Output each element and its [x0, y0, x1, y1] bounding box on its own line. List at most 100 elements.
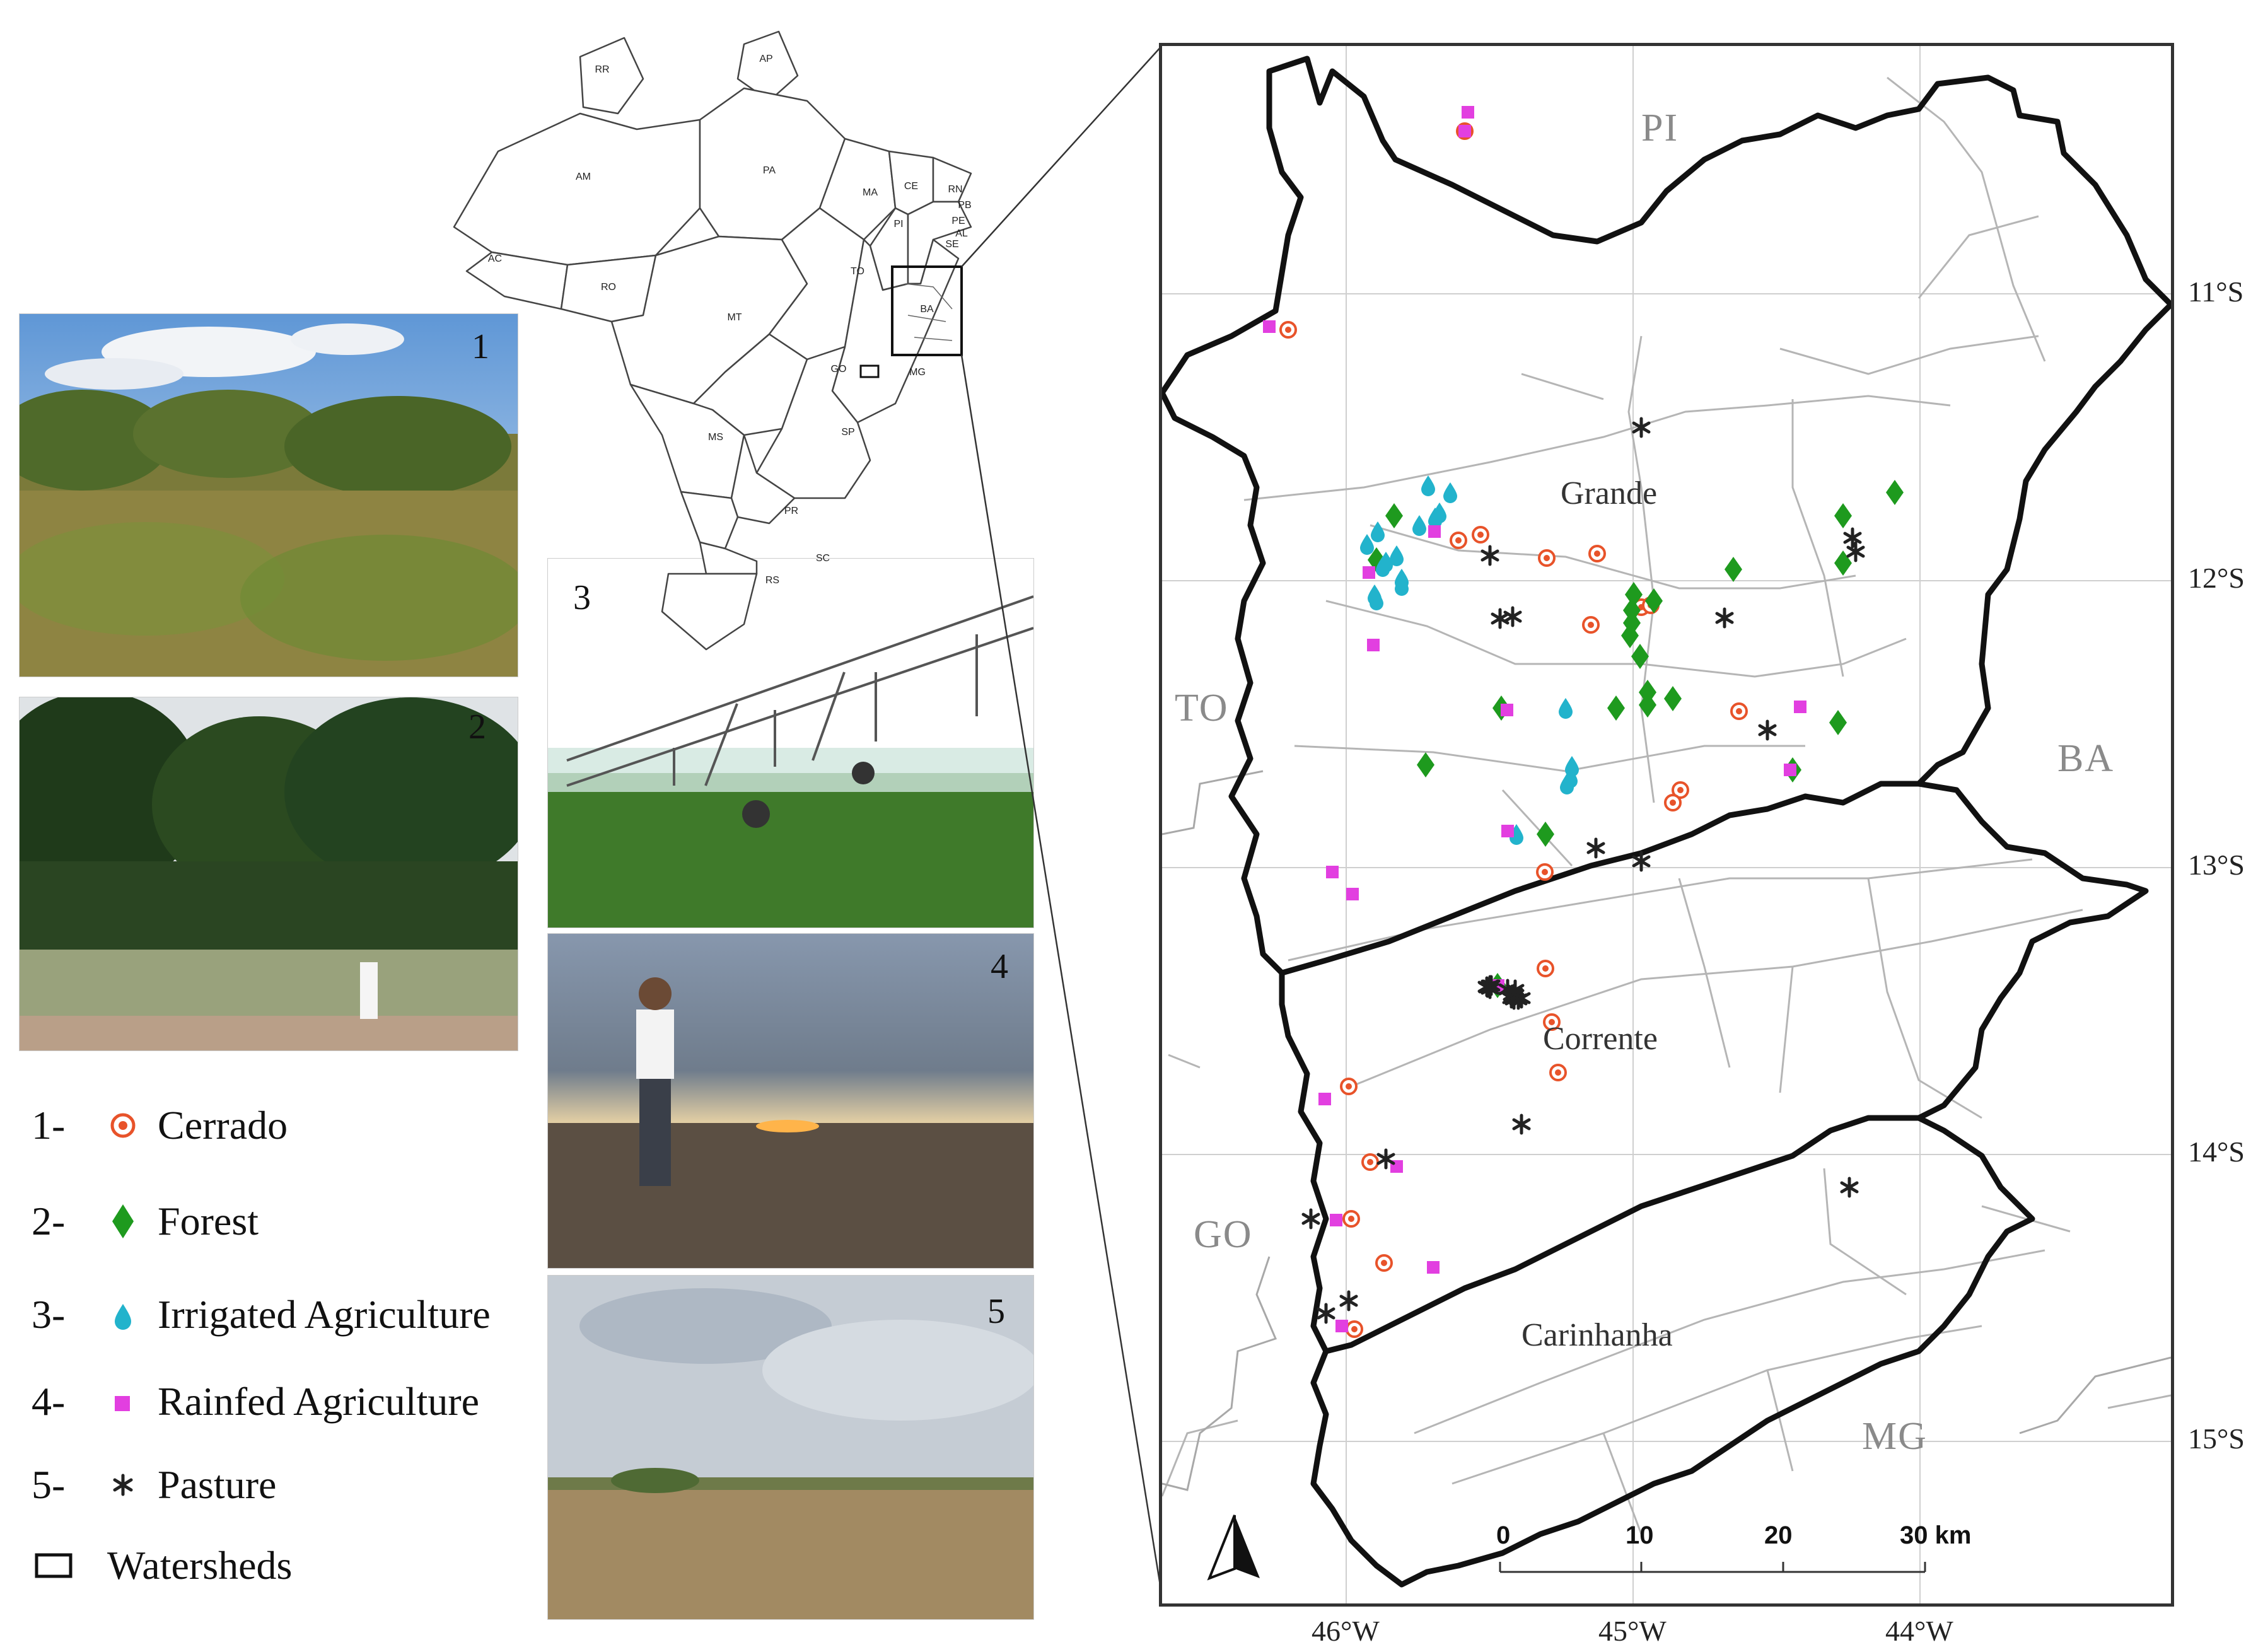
- rainfed-point: [1346, 888, 1359, 900]
- state-label-pe: PE: [951, 216, 965, 226]
- basin-label-grande: Grande: [1561, 475, 1658, 511]
- pasture-point: [1503, 606, 1522, 627]
- state-label-ba: BA: [2057, 737, 2115, 780]
- pasture-point: [1632, 851, 1651, 872]
- cerrado-point-center: [1549, 1019, 1555, 1025]
- state-label-pi: PI: [893, 219, 903, 230]
- state-label-rn: RN: [948, 184, 962, 195]
- legend-number: 4-: [32, 1379, 66, 1424]
- graticule: [1162, 46, 2171, 1603]
- forest-point: [1639, 692, 1656, 718]
- pasture-point: [1632, 417, 1651, 438]
- legend-item-irrigated-agriculture: 3- Irrigated Agriculture: [32, 1280, 491, 1349]
- state-label-sp: SP: [841, 427, 854, 438]
- latitude-label: 14°S: [2188, 1136, 2245, 1168]
- longitude-label: 46°W: [1312, 1615, 1380, 1647]
- rainfed-point: [1458, 125, 1471, 137]
- legend-number: 1-: [32, 1103, 66, 1148]
- forest-point: [1625, 582, 1643, 607]
- photo-number: 1: [472, 327, 489, 366]
- photo-forest: 2: [19, 697, 518, 1051]
- basin-label-corrente: Corrente: [1543, 1021, 1658, 1057]
- latitude-label: 12°S: [2188, 562, 2245, 594]
- state-label-ap: AP: [759, 54, 772, 64]
- cerrado-point-center: [1542, 965, 1549, 972]
- pasture-point: [1498, 979, 1517, 1000]
- rainfed-point: [1326, 866, 1339, 878]
- irrigated-point: [1433, 503, 1446, 523]
- pasture-point: [1376, 1148, 1395, 1170]
- legend-label: Irrigated Agriculture: [158, 1292, 491, 1337]
- watershed-boundaries: [1162, 55, 2171, 1588]
- north-arrow-icon: [1207, 1515, 1260, 1581]
- sub-boundaries: [1162, 76, 2171, 1535]
- state-label-sc: SC: [816, 553, 830, 564]
- state-label-pb: PB: [958, 200, 971, 211]
- state-label-go: GO: [831, 364, 847, 375]
- forest-point: [1385, 503, 1403, 528]
- irrigated-point: [1370, 590, 1383, 610]
- longitude-label: 45°W: [1598, 1615, 1667, 1647]
- photo-number: 5: [987, 1292, 1005, 1331]
- pasture-point: [1481, 975, 1499, 996]
- cerrado-point-center: [1594, 550, 1600, 557]
- cerrado-point-center: [1542, 869, 1548, 875]
- drop-icon: [101, 1293, 158, 1337]
- sample-points: [1263, 106, 1904, 1338]
- state-label-ac: AC: [488, 253, 502, 264]
- irrigated-point: [1412, 515, 1426, 536]
- state-label-mg: MG: [1862, 1415, 1928, 1458]
- circle-dot-icon: [101, 1103, 158, 1148]
- longitude-label: 44°W: [1885, 1615, 1953, 1647]
- legend-label: Watersheds: [107, 1543, 293, 1588]
- basin-label-carinhanha: Carinhanha: [1521, 1317, 1673, 1353]
- rainfed-point: [1794, 701, 1806, 713]
- state-label-go: GO: [1194, 1213, 1253, 1256]
- cerrado-point-center: [1351, 1326, 1358, 1332]
- legend-number: 2-: [32, 1199, 66, 1243]
- irrigated-point: [1510, 824, 1523, 845]
- state-label-ba: BA: [920, 304, 934, 315]
- cerrado-point-center: [1588, 622, 1594, 628]
- scale-bar: 0 10 20 30 km: [1496, 1521, 2013, 1585]
- irrigated-point: [1390, 545, 1404, 566]
- forest-point: [1537, 822, 1554, 847]
- cerrado-point-center: [1285, 327, 1291, 333]
- legend-item-cerrado: 1- Cerrado: [32, 1091, 288, 1160]
- rainfed-point: [1428, 525, 1441, 538]
- forest-point: [1834, 503, 1852, 528]
- state-label-pi: PI: [1641, 107, 1679, 149]
- forest-point: [1886, 480, 1904, 505]
- photo-pasture: 5: [547, 1275, 1034, 1620]
- pasture-point: [1758, 719, 1777, 741]
- latitude-label: 13°S: [2188, 849, 2245, 881]
- pasture-point: [1715, 607, 1734, 629]
- irrigated-point: [1371, 521, 1385, 542]
- state-label-mg: MG: [909, 367, 926, 378]
- irrigated-point: [1421, 475, 1435, 496]
- rectangle-outline-icon: [32, 1544, 107, 1588]
- irrigated-point: [1360, 534, 1374, 555]
- rainfed-point: [1784, 764, 1796, 776]
- state-label-mt: MT: [727, 312, 742, 323]
- cerrado-point-center: [1348, 1216, 1354, 1222]
- legend-label: Forest: [158, 1199, 259, 1243]
- latitude-label: 15°S: [2188, 1422, 2245, 1455]
- cerrado-point-center: [1677, 787, 1684, 793]
- cerrado-point-center: [1555, 1069, 1561, 1076]
- latitude-label: 11°S: [2188, 276, 2244, 308]
- rainfed-point: [1335, 1320, 1348, 1332]
- star-icon: [101, 1463, 158, 1507]
- irrigated-point: [1379, 552, 1393, 573]
- cerrado-point-center: [1346, 1083, 1352, 1090]
- forest-point: [1621, 623, 1639, 648]
- scale-tick: 10: [1626, 1521, 1654, 1549]
- rainfed-point: [1462, 106, 1474, 119]
- state-label-to: TO: [1175, 687, 1229, 730]
- cerrado-point-center: [1736, 708, 1742, 714]
- legend-number: 5-: [32, 1462, 66, 1507]
- legend-item-rainfed-agriculture: 4- Rainfed Agriculture: [32, 1367, 479, 1436]
- cerrado-point-center: [1381, 1260, 1387, 1266]
- pasture-point: [1317, 1303, 1335, 1324]
- irrigated-point: [1443, 482, 1457, 503]
